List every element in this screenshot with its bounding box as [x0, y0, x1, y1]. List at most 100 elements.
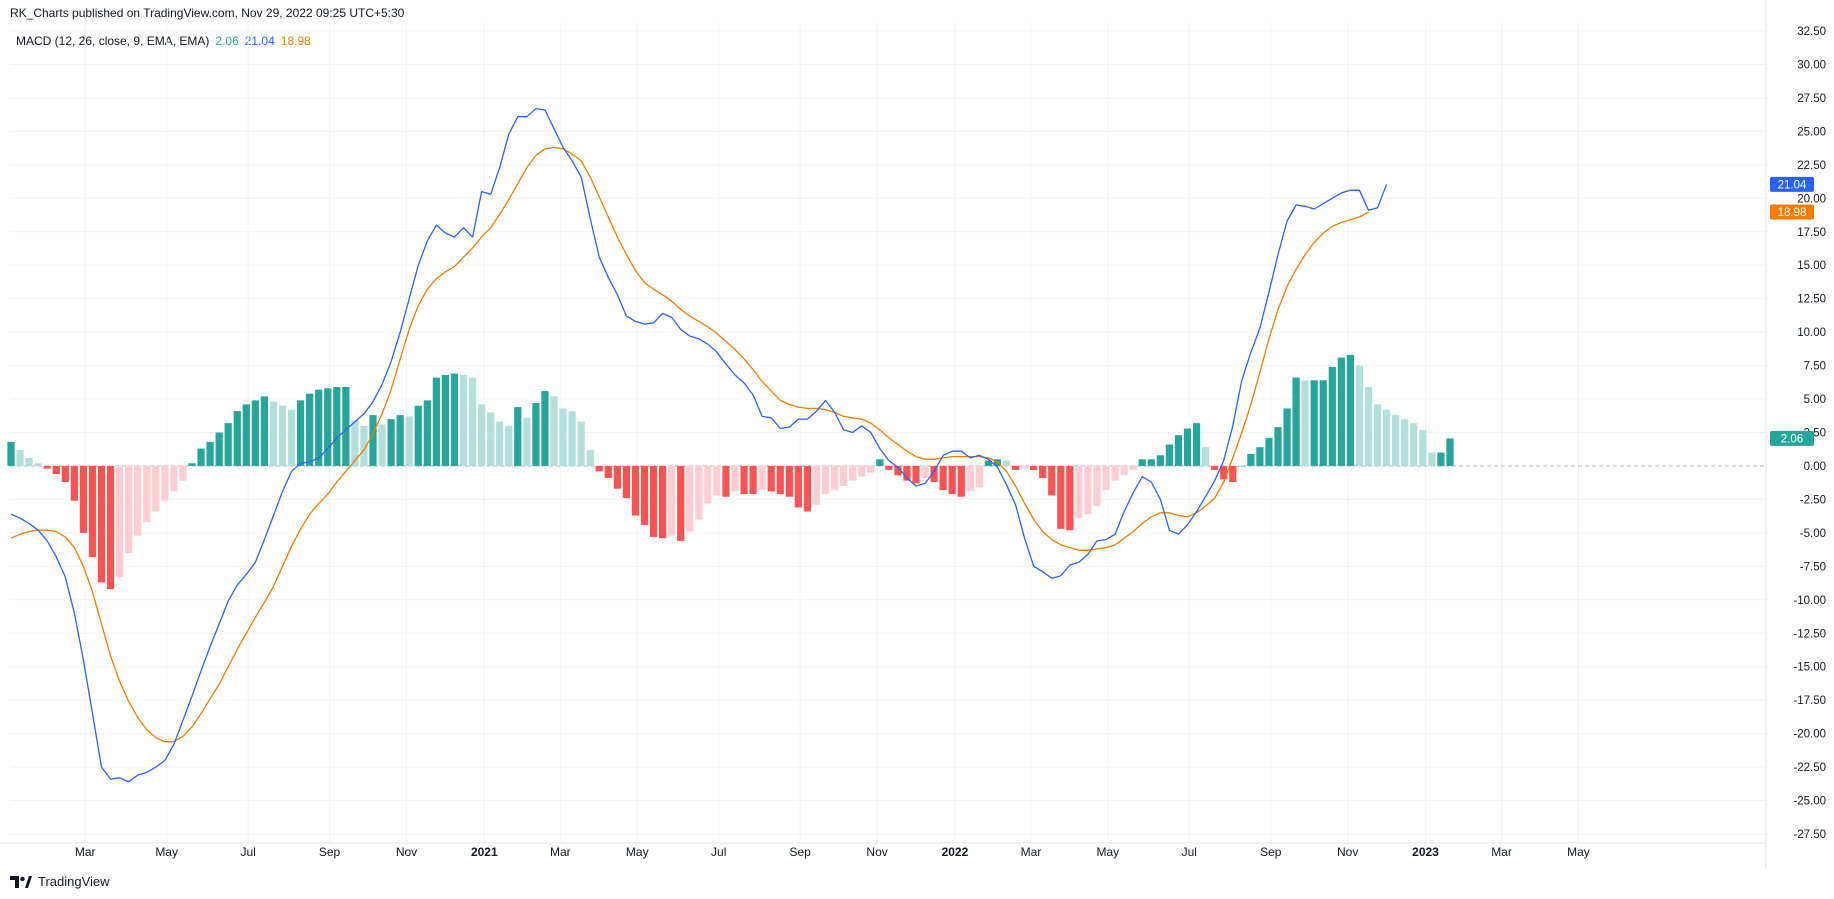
- histogram-bar: [622, 465, 630, 499]
- histogram-bar: [206, 441, 214, 466]
- histogram-bar: [79, 465, 87, 533]
- time-axis: Mar May Jul Sep Nov 2021 Mar May Jul Sep Nov 2022 Ma…: [75, 845, 1590, 859]
- histogram-bar: [134, 465, 142, 536]
- time-tick-label: Jul: [240, 845, 255, 859]
- histogram-bar: [25, 457, 33, 466]
- histogram-bar: [369, 415, 377, 466]
- histogram-bar: [1048, 465, 1056, 496]
- time-tick-label: Sep: [319, 845, 341, 859]
- histogram-bar: [459, 374, 468, 466]
- histogram-bar: [1265, 437, 1273, 466]
- time-tick-label: Jul: [711, 845, 726, 859]
- histogram-bar: [1183, 428, 1192, 466]
- histogram-value: 2.06: [215, 34, 239, 48]
- histogram-bar: [1419, 429, 1427, 466]
- histogram-bar: [396, 415, 404, 466]
- histogram-last-badge: 2.06: [1781, 433, 1803, 445]
- histogram-bar: [1337, 357, 1345, 466]
- price-tick-label: 15.00: [1797, 260, 1826, 272]
- histogram-bar: [34, 463, 42, 466]
- histogram-bar: [677, 465, 685, 541]
- histogram-bar: [749, 465, 757, 495]
- histogram-bar: [106, 465, 115, 590]
- histogram-bar: [1256, 447, 1264, 466]
- histogram-bar: [704, 465, 712, 504]
- histogram-bar: [351, 420, 359, 466]
- histogram-bar: [1147, 459, 1155, 466]
- histogram-bar: [152, 465, 160, 512]
- histogram-bar: [378, 424, 386, 466]
- histogram-bar: [1346, 354, 1354, 466]
- histogram-bar: [1383, 409, 1391, 466]
- histogram-bar: [830, 465, 839, 491]
- time-tick-label: Mar: [75, 845, 96, 859]
- histogram-bar: [867, 465, 875, 473]
- histogram-bar: [840, 465, 848, 487]
- histogram-bar: [1247, 453, 1255, 466]
- histogram-bar: [894, 465, 902, 476]
- price-tick-label: -12.50: [1793, 628, 1826, 640]
- histogram-bar: [1075, 465, 1083, 519]
- histogram-bar: [758, 465, 766, 491]
- histogram-bar: [496, 421, 504, 466]
- time-tick-label: Sep: [1260, 845, 1282, 859]
- histogram-bar: [903, 465, 911, 481]
- price-tick-label: 32.50: [1797, 26, 1826, 38]
- histogram-bar: [1202, 447, 1210, 466]
- histogram-bar: [1156, 455, 1164, 466]
- histogram-bar: [1364, 386, 1373, 466]
- histogram-bar: [487, 412, 495, 466]
- price-tick-label: 22.50: [1797, 160, 1826, 172]
- histogram-bar: [550, 396, 558, 466]
- histogram-bar: [722, 465, 730, 497]
- signal-last-badge: 18.98: [1778, 207, 1807, 219]
- histogram-bar: [260, 396, 268, 466]
- histogram-bar: [1174, 435, 1183, 466]
- histogram-bar: [505, 425, 513, 466]
- histogram-bar: [858, 465, 866, 477]
- histogram-bar: [849, 465, 857, 481]
- time-tick-label: Mar: [1021, 845, 1042, 859]
- histogram-bar: [1392, 415, 1400, 466]
- histogram-bar: [233, 411, 241, 466]
- histogram-bar: [921, 465, 929, 479]
- histogram-bar: [269, 401, 278, 466]
- price-tick-label: 27.50: [1797, 93, 1826, 105]
- brand-name: TradingView: [38, 874, 110, 889]
- macd-line-group: [10, 107, 1388, 783]
- histogram-bar: [324, 388, 332, 466]
- histogram-bar: [613, 465, 621, 489]
- time-tick-label: Nov: [866, 845, 887, 859]
- time-tick-label: Jul: [1182, 845, 1197, 859]
- time-tick-label: 2022: [942, 845, 969, 859]
- histogram-bar: [966, 465, 974, 492]
- time-tick-label: Nov: [1337, 845, 1358, 859]
- histogram-bar: [278, 405, 287, 466]
- histogram-bar: [785, 465, 793, 497]
- macd-last-badge-bg: [1770, 176, 1814, 192]
- time-tick-label: May: [1567, 845, 1590, 859]
- indicator-legend: MACD (12, 26, close, 9, EMA, EMA) 2.06 2…: [16, 34, 311, 48]
- histogram-bar: [1292, 377, 1300, 466]
- histogram-bar: [885, 465, 893, 470]
- histogram-bar: [450, 373, 459, 466]
- histogram-bar: [640, 465, 649, 525]
- histogram-bar: [912, 465, 920, 484]
- tradingview-logo-icon: [10, 875, 32, 888]
- histogram-bar: [1129, 465, 1137, 470]
- histogram-bar: [215, 432, 223, 466]
- histogram-bar: [88, 465, 97, 557]
- histogram-bar: [333, 386, 341, 466]
- histogram-bar: [1301, 380, 1309, 466]
- histogram-bar: [1211, 465, 1219, 470]
- price-tick-label: -17.50: [1793, 695, 1826, 707]
- histogram-bar: [695, 465, 703, 520]
- macd-last-badge: 21.04: [1778, 179, 1807, 191]
- time-tick-label: Nov: [396, 845, 417, 859]
- histogram-bar: [812, 465, 821, 505]
- histogram-bar: [360, 425, 368, 466]
- histogram-bar: [1328, 366, 1336, 466]
- histogram-bar: [1093, 465, 1101, 507]
- tradingview-branding[interactable]: TradingView: [10, 874, 110, 889]
